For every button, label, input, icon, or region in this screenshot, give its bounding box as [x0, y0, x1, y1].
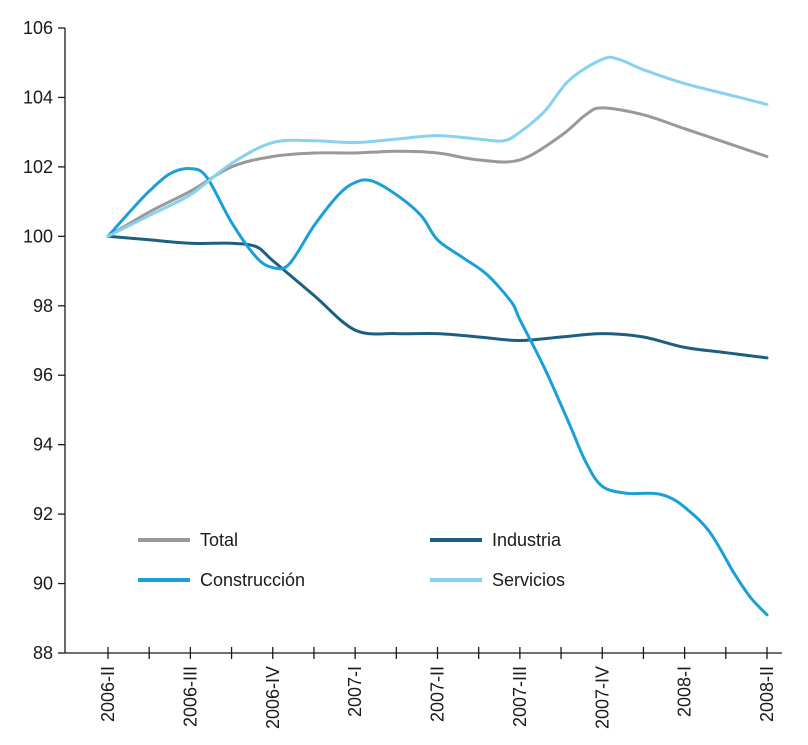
x-tick-label: 2006-III	[180, 666, 200, 727]
series-line-industria	[106, 234, 769, 360]
x-tick-label: 2007-I	[345, 666, 365, 717]
legend-label: Construcción	[200, 570, 305, 590]
x-tick-label: 2007-IV	[592, 666, 612, 729]
series-line-total	[106, 106, 769, 238]
y-axis: 88 90 92 94 96 98 100 102 104 106	[23, 18, 66, 663]
series-line-servicios	[106, 55, 769, 238]
x-tick-label: 2006-IV	[263, 666, 283, 729]
x-tick-label: 2006-II	[98, 666, 118, 722]
series-line-construccin	[106, 167, 769, 617]
x-axis: 2006-II 2006-III 2006-IV 2007-I 2007-II 2007-…	[65, 647, 782, 729]
y-tick-label: 96	[33, 365, 53, 385]
y-tick-label: 98	[33, 296, 53, 316]
y-tick-label: 90	[33, 574, 53, 594]
legend-label: Industria	[492, 530, 562, 550]
y-tick-label: 92	[33, 504, 53, 524]
legend: Total Industria Construcción Servicios	[138, 530, 565, 590]
y-tick-label: 94	[33, 435, 53, 455]
y-tick-label: 88	[33, 643, 53, 663]
y-tick-label: 104	[23, 87, 53, 107]
y-tick-label: 102	[23, 157, 53, 177]
x-tick-label: 2008-I	[675, 666, 695, 717]
y-tick-label: 106	[23, 18, 53, 38]
y-tick-label: 100	[23, 226, 53, 246]
legend-label: Total	[200, 530, 238, 550]
x-tick-label: 2007-II	[428, 666, 448, 722]
x-tick-label: 2007-III	[510, 666, 530, 727]
legend-label: Servicios	[492, 570, 565, 590]
x-tick-label: 2008-II	[757, 666, 777, 722]
series-layer	[106, 55, 769, 617]
